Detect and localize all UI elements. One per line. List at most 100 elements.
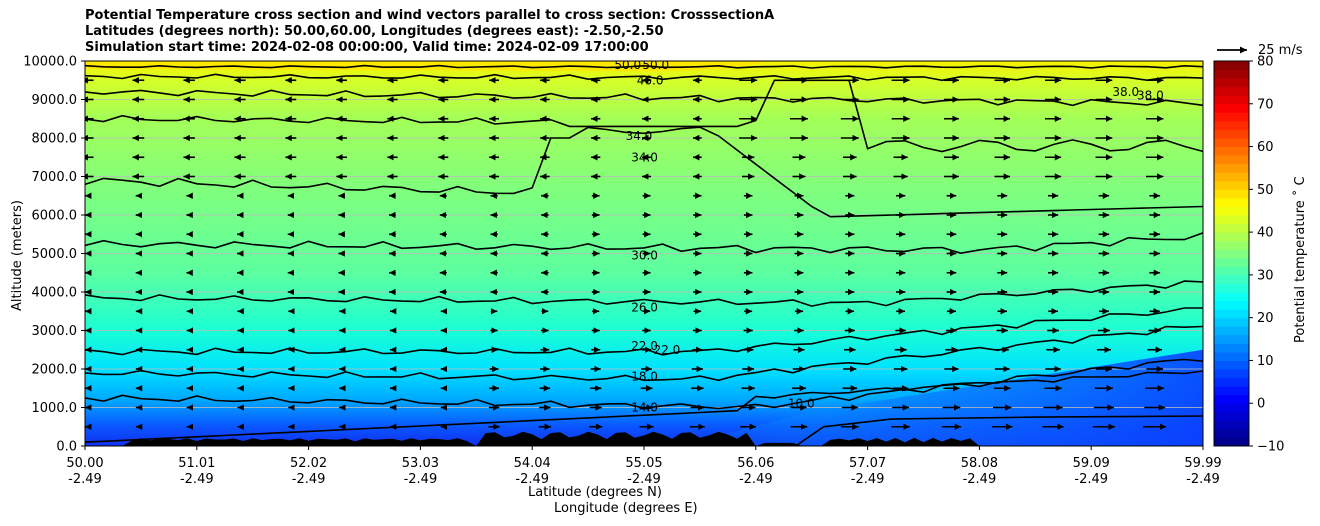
colorbar-segment (1214, 240, 1249, 250)
colorbar-tick-label: 80 (1257, 55, 1274, 70)
colorbar-segment (1214, 163, 1249, 173)
colorbar-tick-label: 70 (1257, 97, 1274, 112)
colorbar: −10 0 10 20 30 40 50 60 70 80 (1213, 46, 1284, 455)
contour-label-text: 34.0 (631, 150, 658, 164)
contour-label: 46.0 (637, 73, 664, 87)
y-tick-label: 0.0 (56, 440, 77, 455)
contour-line-30 (85, 232, 1203, 255)
colorbar-segment (1214, 103, 1249, 113)
colorbar-segment (1214, 112, 1249, 122)
x-tick-label-lat: 52.02 (290, 456, 327, 471)
colorbar-segment (1214, 403, 1249, 413)
x-tick-label-lat: 53.03 (402, 456, 439, 471)
x-tick-label-lat: 56.06 (737, 456, 774, 471)
contour-label-text: 22.0 (654, 343, 681, 357)
contour-label-text: 46.0 (637, 73, 664, 87)
contour-line-low (85, 370, 1203, 443)
contour-label-text: 50.0 (614, 58, 641, 72)
x-tick-label-lat: 51.01 (178, 456, 215, 471)
x-tick-label-lon: -2.49 (180, 472, 214, 487)
colorbar-segment (1214, 343, 1249, 353)
contour-label: 26.0 (631, 300, 658, 314)
colorbar-segment (1214, 437, 1249, 447)
colorbar-tick-label: 10 (1257, 354, 1274, 369)
x-tick-label-lon: -2.49 (963, 472, 997, 487)
contour-label: 22.0 (631, 339, 658, 353)
colorbar-tick-label: 30 (1257, 268, 1274, 283)
colorbar-segment (1214, 155, 1249, 165)
y-tick-label: 4000.0 (32, 286, 78, 301)
contour-label-text: 38.0 (1137, 89, 1164, 103)
x-tick-label-lon: -2.49 (404, 472, 438, 487)
y-tick-label: 2000.0 (32, 363, 78, 378)
x-tick-label-lat: 59.09 (1073, 456, 1110, 471)
x-tick-label-lat: 57.07 (849, 456, 886, 471)
x-tick-label-lon: -2.49 (1074, 472, 1108, 487)
contour-label-text: 18.0 (631, 370, 658, 384)
colorbar-segment (1214, 257, 1249, 267)
contour-label-text: 34.0 (626, 129, 653, 143)
y-axis-label: Altitude (meters) (10, 200, 25, 311)
colorbar-segment (1214, 138, 1249, 148)
x-tick-label-lon: -2.49 (1186, 472, 1220, 487)
contour-label: 10.0 (788, 397, 815, 411)
colorbar-tick-label: −10 (1257, 440, 1284, 455)
x-tick-label-lat: 54.04 (514, 456, 551, 471)
x-tick-label-lon: -2.49 (515, 472, 549, 487)
y-tick-label: 5000.0 (32, 247, 78, 262)
colorbar-tick-label: 40 (1257, 226, 1274, 241)
chart-title-line-2: Latitudes (degrees north): 50.00,60.00, … (85, 24, 664, 39)
colorbar-segment (1214, 206, 1249, 216)
colorbar-frame (1213, 60, 1250, 447)
colorbar-segment (1214, 172, 1249, 182)
colorbar-label: Potential temperature ˚ C (1293, 176, 1308, 343)
contour-label: 38.0 (1137, 89, 1164, 103)
colorbar-segment (1214, 292, 1249, 302)
y-tick-label: 8000.0 (32, 132, 78, 147)
contour-line-46 (85, 73, 1203, 82)
contour-line-42 (85, 89, 1203, 107)
colorbar-segment (1214, 197, 1249, 207)
colorbar-tick-label: 60 (1257, 140, 1274, 155)
contour-label: 34.0 (626, 129, 653, 143)
colorbar-segment (1214, 180, 1249, 190)
colorbar-tick-label: 50 (1257, 183, 1274, 198)
colorbar-segment (1214, 394, 1249, 404)
x-axis-label-longitude: Longitude (degrees E) (554, 501, 698, 516)
y-tick-label: 6000.0 (32, 209, 78, 224)
colorbar-segment (1214, 283, 1249, 293)
contour-label-text: 30.0 (631, 248, 658, 262)
x-tick-label-lon: -2.49 (739, 472, 773, 487)
contour-label: 50.0 (614, 58, 641, 72)
contour-line-10 (795, 415, 1203, 446)
colorbar-segment (1214, 377, 1249, 387)
contour-label: 22.0 (654, 343, 681, 357)
contour-line-26 (85, 280, 1203, 307)
colorbar-segment (1214, 300, 1249, 310)
colorbar-segment (1214, 146, 1249, 156)
colorbar-segment (1214, 86, 1249, 96)
plot-area: 50.0 50.046.0 34.0 34.0 38.038.0 30.0 26.0 22.0… (85, 58, 1203, 446)
x-tick-label-lat: 55.05 (625, 456, 662, 471)
colorbar-segment (1214, 129, 1249, 139)
colorbar-segment (1214, 78, 1249, 88)
contour-line-22 (85, 307, 1203, 356)
contour-line-38 (85, 79, 1203, 153)
colorbar-tick-label: 0 (1257, 397, 1265, 412)
colorbar-segment (1214, 232, 1249, 242)
contour-label: 18.0 (631, 370, 658, 384)
colorbar-segment (1214, 317, 1249, 327)
chart-title-line-1: Potential Temperature cross section and … (85, 8, 775, 23)
colorbar-segment (1214, 61, 1249, 71)
colorbar-tick-label: 20 (1257, 311, 1274, 326)
contour-line-14 (85, 358, 1203, 410)
x-tick-label-lon: -2.49 (292, 472, 326, 487)
contour-label-text: 38.0 (1112, 85, 1139, 99)
chart-title-block: Potential Temperature cross section and … (85, 8, 774, 56)
contour-label-text: 22.0 (631, 339, 658, 353)
contour-label-text: 26.0 (631, 300, 658, 314)
x-tick-label-lat: 50.00 (66, 456, 103, 471)
contour-line-34 (85, 126, 1203, 218)
colorbar-segment (1214, 420, 1249, 430)
